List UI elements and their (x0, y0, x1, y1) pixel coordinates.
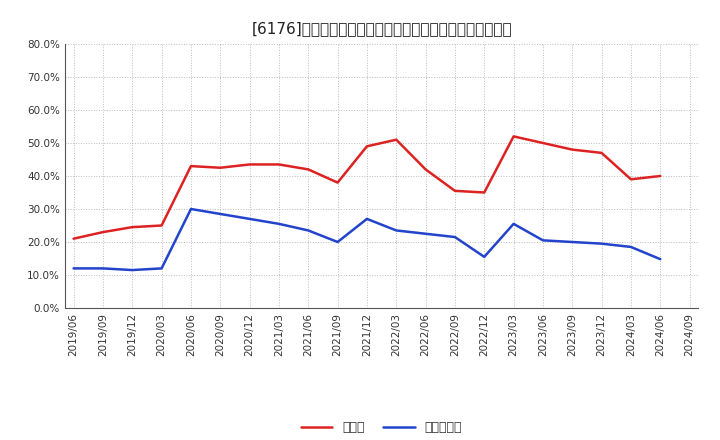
現須金 (421, 167, 430, 172)
有利子負債 (598, 241, 606, 246)
現須金 (626, 176, 635, 182)
有利子負債 (246, 216, 254, 221)
有利子負債 (216, 211, 225, 216)
有利子負債 (128, 268, 137, 273)
現須金 (539, 140, 547, 146)
有利子負債 (99, 266, 107, 271)
現須金 (246, 162, 254, 167)
現須金 (480, 190, 489, 195)
現須金 (392, 137, 400, 142)
有利子負債 (421, 231, 430, 236)
有利子負債 (509, 221, 518, 227)
現須金 (186, 163, 195, 169)
現須金 (99, 230, 107, 235)
現須金 (157, 223, 166, 228)
有利子負債 (69, 266, 78, 271)
現須金 (451, 188, 459, 194)
有利子負債 (656, 257, 665, 262)
現須金 (598, 150, 606, 156)
Line: 有利子負債: 有利子負債 (73, 209, 660, 270)
現須金 (216, 165, 225, 170)
有利子負債 (392, 228, 400, 233)
現須金 (333, 180, 342, 185)
現須金 (274, 162, 283, 167)
現須金 (363, 143, 372, 149)
有利子負債 (333, 239, 342, 245)
Line: 現須金: 現須金 (73, 136, 660, 238)
有利子負債 (480, 254, 489, 260)
Legend: 現須金, 有利子負債: 現須金, 有利子負債 (296, 416, 467, 439)
有利子負債 (626, 244, 635, 249)
有利子負債 (157, 266, 166, 271)
有利子負債 (186, 206, 195, 212)
有利子負債 (451, 235, 459, 240)
現須金 (509, 134, 518, 139)
Title: [6176]　現須金、有利子負債の総資産に対する比率の推移: [6176] 現須金、有利子負債の総資産に対する比率の推移 (251, 21, 512, 36)
有利子負債 (363, 216, 372, 221)
現須金 (69, 236, 78, 241)
現須金 (304, 167, 312, 172)
有利子負債 (304, 228, 312, 233)
現須金 (568, 147, 577, 152)
有利子負債 (274, 221, 283, 227)
有利子負債 (568, 239, 577, 245)
現須金 (128, 224, 137, 230)
有利子負債 (539, 238, 547, 243)
現須金 (656, 173, 665, 179)
